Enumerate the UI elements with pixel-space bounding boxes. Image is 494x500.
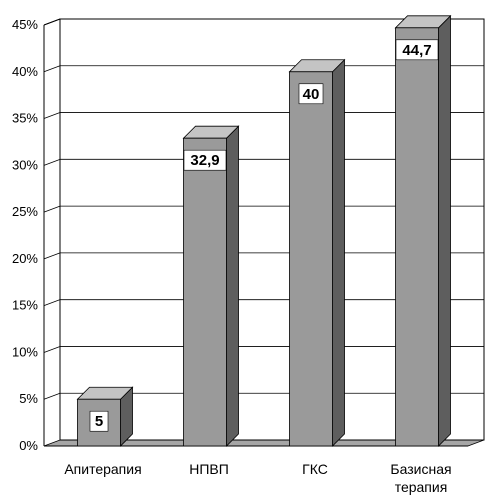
gridline-side bbox=[43, 252, 61, 260]
bar bbox=[395, 27, 439, 447]
y-tick-label: 0% bbox=[19, 438, 38, 453]
x-tick-label: Апитерапия bbox=[64, 461, 141, 477]
gridline-side bbox=[43, 299, 61, 307]
bar-group bbox=[182, 125, 240, 447]
gridline-side bbox=[43, 65, 61, 73]
side-wall-top-edge bbox=[43, 18, 61, 26]
data-label-box bbox=[183, 149, 227, 171]
y-tick-label: 30% bbox=[12, 157, 38, 172]
y-tick-label: 40% bbox=[12, 64, 38, 79]
y-tick-label: 35% bbox=[12, 111, 38, 126]
bar-group bbox=[288, 58, 346, 447]
y-tick-label: 5% bbox=[19, 391, 38, 406]
x-tick-label: НПВП bbox=[189, 461, 229, 477]
bar bbox=[289, 71, 333, 447]
labels-layer: 5 32,9 40 44,7 bbox=[89, 39, 439, 432]
data-label-box bbox=[89, 410, 109, 432]
y-tick-label: 10% bbox=[12, 344, 38, 359]
data-label-box bbox=[298, 83, 324, 105]
bar bbox=[183, 137, 227, 447]
gridline-side bbox=[43, 112, 61, 119]
data-label: 32,9 bbox=[190, 152, 219, 169]
bars-layer bbox=[76, 14, 452, 447]
gridline-side bbox=[43, 205, 61, 213]
bar-side bbox=[226, 125, 239, 447]
x-tick-label: ГКС bbox=[302, 461, 328, 477]
plot-back-wall bbox=[59, 18, 485, 441]
data-label: 5 bbox=[95, 413, 103, 430]
gridline-side bbox=[43, 392, 61, 400]
data-label-box bbox=[395, 39, 439, 61]
data-label: 44,7 bbox=[402, 42, 431, 59]
bar-side bbox=[438, 14, 451, 447]
y-tick-label: 45% bbox=[12, 17, 38, 32]
bar-side bbox=[332, 58, 345, 447]
y-tick-label: 20% bbox=[12, 251, 38, 266]
x-tick-label: Базисная терапия bbox=[390, 461, 451, 495]
gridline-side bbox=[43, 346, 61, 353]
y-tick-label: 25% bbox=[12, 204, 38, 219]
bar-group bbox=[394, 14, 452, 447]
gridline-side bbox=[43, 158, 61, 166]
data-label: 40 bbox=[303, 86, 320, 103]
y-tick-label: 15% bbox=[12, 298, 38, 313]
